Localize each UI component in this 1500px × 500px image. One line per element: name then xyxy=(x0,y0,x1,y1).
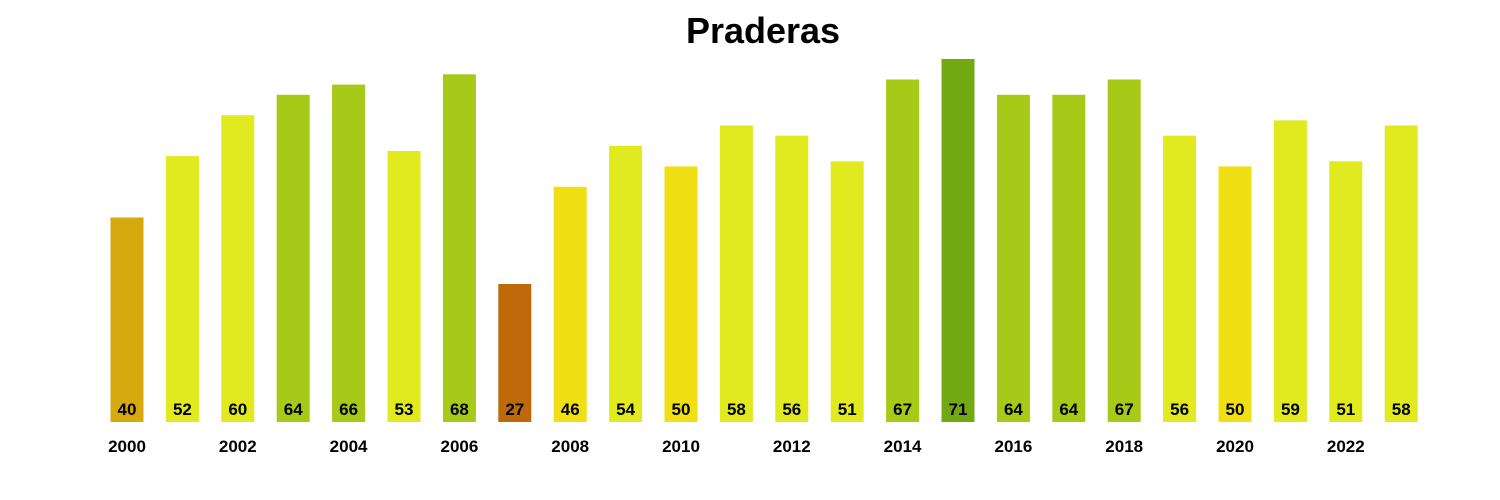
value-label-2004: 66 xyxy=(339,400,358,419)
value-label-2001: 52 xyxy=(173,400,192,419)
bar-2005 xyxy=(387,151,421,422)
x-tick-2002: 2002 xyxy=(219,437,257,456)
value-label-2006: 68 xyxy=(450,400,469,419)
x-tick-2022: 2022 xyxy=(1327,437,1365,456)
x-tick-2014: 2014 xyxy=(884,437,922,456)
x-tick-2000: 2000 xyxy=(108,437,146,456)
bar-2012 xyxy=(775,135,809,422)
bar-2004 xyxy=(332,84,366,422)
value-label-2021: 59 xyxy=(1281,400,1300,419)
bar-2015 xyxy=(941,59,975,422)
x-axis-ticks: 2000 2002 2004 2006 2008 2010 2012 2014 2016 2018… xyxy=(108,437,1365,456)
bar-2000 xyxy=(110,217,144,422)
value-label-2013: 51 xyxy=(838,400,857,419)
value-label-2010: 50 xyxy=(672,400,691,419)
value-label-2003: 64 xyxy=(284,400,303,419)
bar-2019 xyxy=(1163,135,1197,422)
value-label-2014: 67 xyxy=(893,400,912,419)
bar-2023 xyxy=(1384,125,1418,422)
value-label-2000: 40 xyxy=(118,400,137,419)
x-tick-2018: 2018 xyxy=(1105,437,1143,456)
bar-2011 xyxy=(719,125,753,422)
value-label-2011: 58 xyxy=(727,400,746,419)
x-tick-2020: 2020 xyxy=(1216,437,1254,456)
value-label-2007: 27 xyxy=(505,400,524,419)
bar-2010 xyxy=(664,166,698,422)
bar-2003 xyxy=(276,94,310,423)
value-label-2017: 64 xyxy=(1059,400,1078,419)
chart-title: Praderas xyxy=(686,10,840,51)
value-label-2016: 64 xyxy=(1004,400,1023,419)
value-label-2023: 58 xyxy=(1392,400,1411,419)
bar-2016 xyxy=(996,94,1030,423)
x-tick-2004: 2004 xyxy=(330,437,368,456)
bar-2017 xyxy=(1052,94,1086,423)
bar-2007 xyxy=(498,284,532,422)
x-tick-2012: 2012 xyxy=(773,437,811,456)
bar-2014 xyxy=(886,79,920,422)
x-tick-2016: 2016 xyxy=(994,437,1032,456)
bar-2002 xyxy=(221,115,255,422)
bar-2018 xyxy=(1107,79,1141,422)
bar-2001 xyxy=(165,156,199,422)
value-label-2002: 60 xyxy=(228,400,247,419)
value-label-2008: 46 xyxy=(561,400,580,419)
bar-2009 xyxy=(609,145,643,422)
bar-2006 xyxy=(442,74,476,423)
bars-group xyxy=(110,59,1418,423)
value-label-2005: 53 xyxy=(395,400,414,419)
x-tick-2008: 2008 xyxy=(551,437,589,456)
bar-2008 xyxy=(553,186,587,422)
value-label-2009: 54 xyxy=(616,400,635,419)
bar-2021 xyxy=(1273,120,1307,423)
x-tick-2006: 2006 xyxy=(440,437,478,456)
x-tick-2010: 2010 xyxy=(662,437,700,456)
value-label-2012: 56 xyxy=(782,400,801,419)
value-label-2019: 56 xyxy=(1170,400,1189,419)
value-label-2022: 51 xyxy=(1336,400,1355,419)
bar-2022 xyxy=(1329,161,1363,423)
value-label-2018: 67 xyxy=(1115,400,1134,419)
value-labels-group: 40 52 60 64 66 53 68 27 46 54 50 58 56 51 67 71 64 64 67 56… xyxy=(118,400,1411,419)
bar-2013 xyxy=(830,161,864,423)
value-label-2020: 50 xyxy=(1226,400,1245,419)
value-label-2015: 71 xyxy=(949,400,968,419)
bar-2020 xyxy=(1218,166,1252,422)
